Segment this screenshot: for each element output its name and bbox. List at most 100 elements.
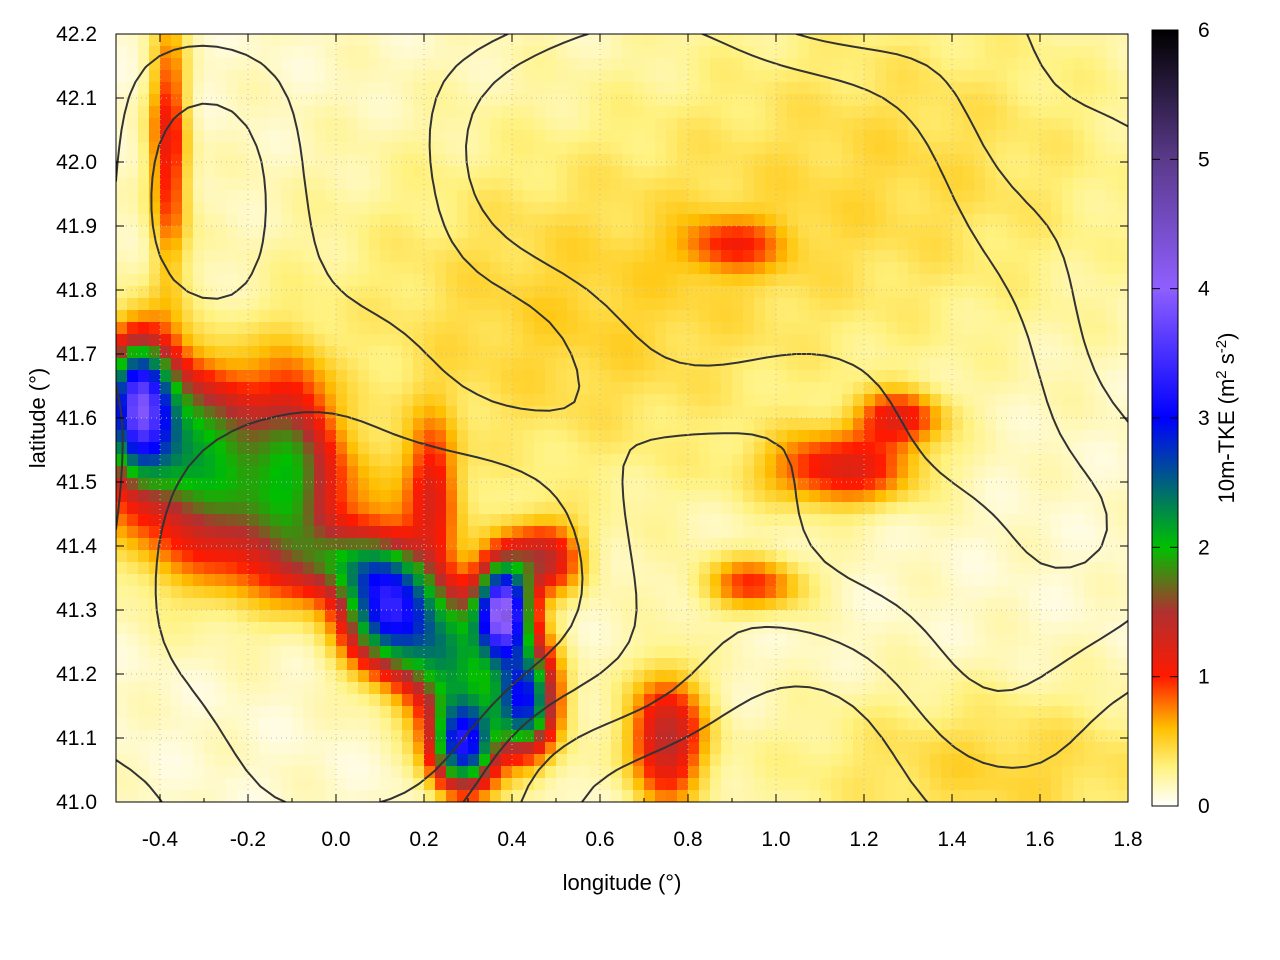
heatmap-cell: [138, 250, 150, 263]
heatmap-cell: [941, 382, 953, 395]
heatmap-cell: [160, 238, 172, 251]
heatmap-cell: [171, 358, 183, 371]
heatmap-cell: [325, 310, 337, 323]
heatmap-cell: [1029, 202, 1041, 215]
heatmap-cell: [446, 526, 458, 539]
heatmap-cell: [985, 130, 997, 143]
heatmap-cell: [688, 286, 700, 299]
heatmap-cell: [853, 586, 865, 599]
heatmap-cell: [1018, 346, 1030, 359]
heatmap-cell: [347, 274, 359, 287]
heatmap-cell: [545, 190, 557, 203]
heatmap-cell: [688, 70, 700, 83]
heatmap-cell: [380, 574, 392, 587]
heatmap-cell: [292, 46, 304, 59]
heatmap-cell: [919, 442, 931, 455]
heatmap-cell: [1084, 454, 1096, 467]
heatmap-cell: [248, 166, 260, 179]
heatmap-cell: [116, 106, 128, 119]
heatmap-cell: [743, 478, 755, 491]
heatmap-cell: [710, 562, 722, 575]
heatmap-cell: [1051, 382, 1063, 395]
heatmap-cell: [578, 226, 590, 239]
heatmap-cell: [1029, 466, 1041, 479]
heatmap-cell: [204, 274, 216, 287]
heatmap-cell: [622, 238, 634, 251]
heatmap-cell: [292, 142, 304, 155]
heatmap-cell: [1040, 166, 1052, 179]
heatmap-cell: [611, 418, 623, 431]
heatmap-cell: [820, 166, 832, 179]
heatmap-cell: [831, 334, 843, 347]
heatmap-cell: [886, 106, 898, 119]
heatmap-cell: [248, 286, 260, 299]
heatmap-cell: [710, 286, 722, 299]
heatmap-cell: [589, 106, 601, 119]
heatmap-cell: [1040, 370, 1052, 383]
heatmap-cell: [270, 454, 282, 467]
heatmap-cell: [523, 574, 535, 587]
heatmap-cell: [523, 658, 535, 671]
heatmap-cell: [589, 130, 601, 143]
heatmap-cell: [1007, 502, 1019, 515]
heatmap-cell: [149, 670, 161, 683]
heatmap-cell: [193, 610, 205, 623]
heatmap-cell: [567, 382, 579, 395]
heatmap-cell: [1018, 202, 1030, 215]
heatmap-cell: [127, 634, 139, 647]
heatmap-cell: [776, 658, 788, 671]
heatmap-cell: [996, 550, 1008, 563]
heatmap-cell: [589, 250, 601, 263]
heatmap-cell: [182, 334, 194, 347]
heatmap-cell: [248, 310, 260, 323]
heatmap-cell: [655, 598, 667, 611]
heatmap-cell: [1106, 46, 1118, 59]
heatmap-cell: [171, 526, 183, 539]
heatmap-cell: [1029, 274, 1041, 287]
heatmap-cell: [457, 202, 469, 215]
heatmap-cell: [853, 118, 865, 131]
heatmap-cell: [963, 214, 975, 227]
heatmap-cell: [138, 70, 150, 83]
heatmap-cell: [149, 34, 161, 47]
heatmap-cell: [380, 82, 392, 95]
heatmap-cell: [776, 370, 788, 383]
heatmap-cell: [589, 214, 601, 227]
heatmap-cell: [600, 322, 612, 335]
heatmap-cell: [435, 622, 447, 635]
heatmap-cell: [633, 670, 645, 683]
heatmap-cell: [589, 154, 601, 167]
heatmap-cell: [1062, 454, 1074, 467]
heatmap-cell: [424, 502, 436, 515]
heatmap-cell: [688, 538, 700, 551]
heatmap-cell: [578, 406, 590, 419]
heatmap-cell: [644, 202, 656, 215]
heatmap-cell: [611, 394, 623, 407]
heatmap-cell: [347, 322, 359, 335]
heatmap-cell: [644, 118, 656, 131]
heatmap-cell: [237, 286, 249, 299]
heatmap-cell: [655, 118, 667, 131]
heatmap-cell: [358, 466, 370, 479]
heatmap-cell: [369, 382, 381, 395]
heatmap-cell: [369, 94, 381, 107]
heatmap-cell: [622, 550, 634, 563]
heatmap-cell: [875, 514, 887, 527]
heatmap-cell: [1029, 130, 1041, 143]
heatmap-cell: [787, 46, 799, 59]
heatmap-cell: [853, 370, 865, 383]
heatmap-cell: [479, 250, 491, 263]
heatmap-cell: [732, 526, 744, 539]
heatmap-cell: [677, 310, 689, 323]
heatmap-cell: [413, 382, 425, 395]
heatmap-cell: [116, 514, 128, 527]
heatmap-cell: [347, 442, 359, 455]
heatmap-cell: [941, 130, 953, 143]
heatmap-cell: [193, 82, 205, 95]
heatmap-cell: [391, 466, 403, 479]
heatmap-cell: [193, 514, 205, 527]
heatmap-cell: [556, 514, 568, 527]
heatmap-cell: [666, 634, 678, 647]
heatmap-cell: [336, 370, 348, 383]
heatmap-cell: [402, 562, 414, 575]
